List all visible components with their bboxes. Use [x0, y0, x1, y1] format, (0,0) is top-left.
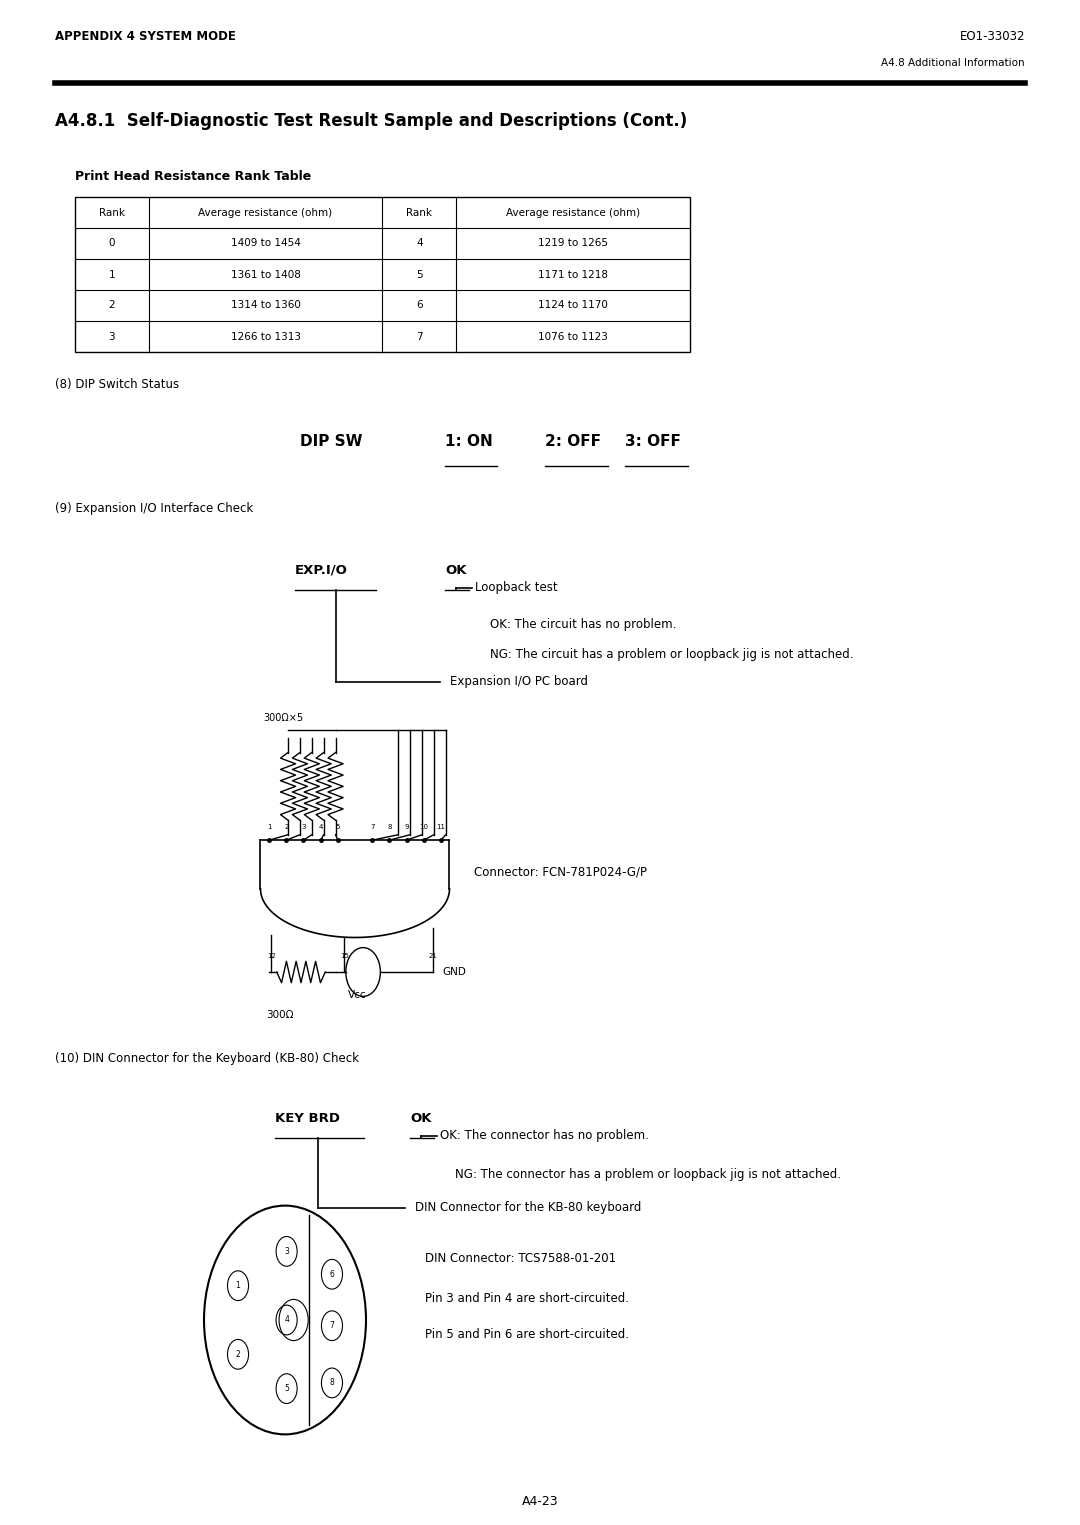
- Text: 1: 1: [235, 1281, 241, 1290]
- Text: 1076 to 1123: 1076 to 1123: [538, 331, 608, 342]
- Text: Print Head Resistance Rank Table: Print Head Resistance Rank Table: [75, 169, 311, 183]
- Text: KEY BRD: KEY BRD: [275, 1112, 340, 1124]
- Text: Vcc: Vcc: [348, 990, 366, 1000]
- Text: 7: 7: [416, 331, 422, 342]
- Text: 12: 12: [267, 953, 275, 959]
- Text: 3: 3: [301, 824, 306, 830]
- Text: 7: 7: [370, 824, 375, 830]
- Text: 2: 2: [108, 300, 116, 311]
- Text: Connector: FCN-781P024-G/P: Connector: FCN-781P024-G/P: [474, 866, 648, 878]
- Text: 3: OFF: 3: OFF: [625, 435, 680, 450]
- Text: GND: GND: [442, 967, 465, 978]
- Text: Pin 3 and Pin 4 are short-circuited.: Pin 3 and Pin 4 are short-circuited.: [426, 1292, 629, 1305]
- Text: DIN Connector: TCS7588-01-201: DIN Connector: TCS7588-01-201: [426, 1252, 616, 1266]
- Text: APPENDIX 4 SYSTEM MODE: APPENDIX 4 SYSTEM MODE: [55, 30, 235, 43]
- Text: 10: 10: [419, 824, 429, 830]
- Text: 2: OFF: 2: OFF: [545, 435, 600, 450]
- Text: 5: 5: [284, 1385, 289, 1394]
- Text: 11: 11: [436, 824, 445, 830]
- Text: 2: 2: [235, 1350, 241, 1359]
- Text: 5: 5: [416, 270, 422, 279]
- Text: 4: 4: [319, 824, 323, 830]
- Text: 1124 to 1170: 1124 to 1170: [538, 300, 608, 311]
- Text: DIP SW: DIP SW: [300, 435, 363, 450]
- Text: OK: OK: [410, 1112, 432, 1124]
- Text: Loopback test: Loopback test: [475, 581, 558, 595]
- Text: 5: 5: [336, 824, 340, 830]
- Text: 21: 21: [429, 953, 437, 959]
- Text: Average resistance (ohm): Average resistance (ohm): [505, 207, 640, 218]
- Text: OK: OK: [445, 564, 467, 576]
- Text: OK: The circuit has no problem.: OK: The circuit has no problem.: [490, 618, 677, 631]
- Text: NG: The circuit has a problem or loopback jig is not attached.: NG: The circuit has a problem or loopbac…: [490, 648, 854, 660]
- Text: 6: 6: [329, 1270, 335, 1279]
- Bar: [75, 197, 690, 352]
- Text: NG: The connector has a problem or loopback jig is not attached.: NG: The connector has a problem or loopb…: [456, 1168, 841, 1180]
- Text: 9: 9: [404, 824, 409, 830]
- Text: A4-23: A4-23: [522, 1494, 558, 1508]
- Text: Average resistance (ohm): Average resistance (ohm): [199, 207, 333, 218]
- Text: 7: 7: [329, 1321, 335, 1330]
- Text: Rank: Rank: [406, 207, 432, 218]
- Text: 8: 8: [387, 824, 392, 830]
- Text: Expansion I/O PC board: Expansion I/O PC board: [450, 676, 589, 688]
- Text: 1266 to 1313: 1266 to 1313: [230, 331, 300, 342]
- Text: 1314 to 1360: 1314 to 1360: [230, 300, 300, 311]
- Text: 4: 4: [284, 1316, 289, 1325]
- Text: 6: 6: [416, 300, 422, 311]
- Text: 1409 to 1454: 1409 to 1454: [230, 238, 300, 249]
- Text: (9) Expansion I/O Interface Check: (9) Expansion I/O Interface Check: [55, 502, 253, 515]
- Text: 1219 to 1265: 1219 to 1265: [538, 238, 608, 249]
- Text: 300Ω: 300Ω: [266, 1010, 294, 1020]
- Text: EXP.I/O: EXP.I/O: [295, 564, 348, 576]
- Text: EO1-33032: EO1-33032: [959, 30, 1025, 43]
- Text: 3: 3: [284, 1247, 289, 1257]
- Text: Rank: Rank: [98, 207, 125, 218]
- Text: 1: ON: 1: ON: [445, 435, 492, 450]
- Text: (10) DIN Connector for the Keyboard (KB-80) Check: (10) DIN Connector for the Keyboard (KB-…: [55, 1052, 359, 1064]
- Text: 3: 3: [108, 331, 116, 342]
- Text: 1361 to 1408: 1361 to 1408: [230, 270, 300, 279]
- Text: 300Ω×5: 300Ω×5: [264, 712, 303, 723]
- Text: 15: 15: [340, 953, 349, 959]
- Text: 2: 2: [284, 824, 288, 830]
- Text: OK: The connector has no problem.: OK: The connector has no problem.: [441, 1130, 649, 1142]
- Text: 0: 0: [108, 238, 114, 249]
- Text: (8) DIP Switch Status: (8) DIP Switch Status: [55, 378, 179, 390]
- Text: A4.8.1  Self-Diagnostic Test Result Sample and Descriptions (Cont.): A4.8.1 Self-Diagnostic Test Result Sampl…: [55, 111, 687, 130]
- Text: 8: 8: [329, 1379, 335, 1388]
- Text: DIN Connector for the KB-80 keyboard: DIN Connector for the KB-80 keyboard: [416, 1202, 642, 1214]
- Text: A4.8 Additional Information: A4.8 Additional Information: [881, 58, 1025, 69]
- Text: 1: 1: [267, 824, 271, 830]
- Text: 4: 4: [416, 238, 422, 249]
- Text: 1: 1: [108, 270, 116, 279]
- Text: Pin 5 and Pin 6 are short-circuited.: Pin 5 and Pin 6 are short-circuited.: [426, 1328, 629, 1340]
- Text: 1171 to 1218: 1171 to 1218: [538, 270, 608, 279]
